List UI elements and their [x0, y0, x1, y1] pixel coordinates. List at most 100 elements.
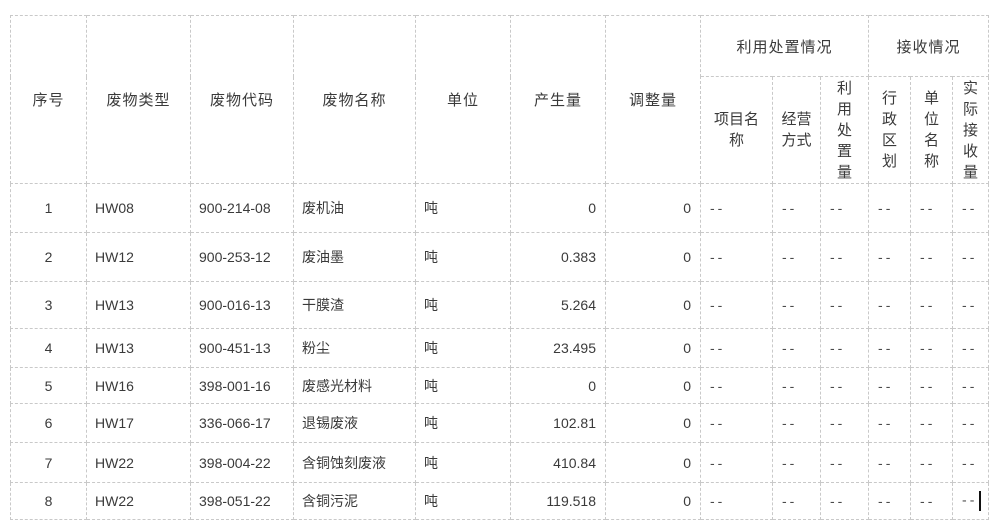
- cell-seq: 3: [10, 281, 87, 329]
- cell-operation-mode: --: [772, 482, 821, 520]
- cell-adjusted: 0: [605, 183, 701, 233]
- cell-produced: 0: [510, 183, 606, 233]
- cell-waste-type: HW08: [86, 183, 191, 233]
- table-row: 1 HW08 900-214-08 废机油 吨 0 0 -- -- -- -- …: [10, 183, 990, 233]
- cell-adjusted: 0: [605, 482, 701, 520]
- cell-unit-name: --: [910, 367, 954, 404]
- col-header-unit-name: 单 位 名 称: [910, 76, 954, 184]
- col-header-unit: 单位: [415, 15, 511, 184]
- cell-actual-received: --: [952, 232, 990, 282]
- cell-operation-mode: --: [772, 328, 821, 368]
- cell-admin-region: --: [868, 232, 912, 282]
- cell-unit-name: --: [910, 442, 954, 483]
- cell-project-name: --: [700, 482, 773, 520]
- table-row: 6 HW17 336-066-17 退锡废液 吨 102.81 0 -- -- …: [10, 403, 990, 443]
- table-row: 8 HW22 398-051-22 含铜污泥 吨 119.518 0 -- --…: [10, 482, 990, 520]
- cell-waste-code: 900-253-12: [190, 232, 294, 282]
- col-header-operation-mode: 经营 方式: [772, 76, 821, 184]
- cell-project-name: --: [700, 367, 773, 404]
- cell-waste-name: 废油墨: [293, 232, 416, 282]
- cell-waste-code: 398-001-16: [190, 367, 294, 404]
- cell-produced: 0.383: [510, 232, 606, 282]
- cell-unit-name: --: [910, 328, 954, 368]
- cell-produced: 23.495: [510, 328, 606, 368]
- cell-project-name: --: [700, 442, 773, 483]
- cell-seq: 6: [10, 403, 87, 443]
- cell-waste-name: 含铜污泥: [293, 482, 416, 520]
- cell-waste-type: HW16: [86, 367, 191, 404]
- cell-admin-region: --: [868, 403, 912, 443]
- cell-unit: 吨: [415, 367, 511, 404]
- cell-operation-mode: --: [772, 442, 821, 483]
- cell-disposal-amount: --: [819, 367, 870, 404]
- cell-disposal-amount: --: [819, 232, 870, 282]
- cell-unit-name: --: [910, 281, 954, 329]
- cell-project-name: --: [700, 232, 773, 282]
- text-cursor: [979, 491, 982, 511]
- group-header-receiving: 接收情况: [868, 15, 990, 77]
- cell-waste-name: 废机油: [293, 183, 416, 233]
- cell-adjusted: 0: [605, 367, 701, 404]
- table-row: 2 HW12 900-253-12 废油墨 吨 0.383 0 -- -- --…: [10, 232, 990, 282]
- col-header-actual-received: 实 际 接 收 量: [952, 76, 990, 184]
- table-header: 序号 废物类型 废物代码 废物名称 单位 产生量 调整量 利用处置情况 接收情况…: [10, 15, 990, 184]
- col-header-waste-type: 废物类型: [86, 15, 191, 184]
- cell-produced: 119.518: [510, 482, 606, 520]
- waste-table: 序号 废物类型 废物代码 废物名称 单位 产生量 调整量 利用处置情况 接收情况…: [10, 15, 990, 520]
- cell-unit: 吨: [415, 442, 511, 483]
- cell-waste-code: 398-004-22: [190, 442, 294, 483]
- cell-admin-region: --: [868, 183, 912, 233]
- cell-actual-received: --: [952, 281, 990, 329]
- cell-unit-name: --: [910, 232, 954, 282]
- cell-operation-mode: --: [772, 403, 821, 443]
- cell-waste-name: 干膜渣: [293, 281, 416, 329]
- col-header-produced: 产生量: [510, 15, 606, 184]
- cell-unit: 吨: [415, 183, 511, 233]
- cell-waste-code: 900-451-13: [190, 328, 294, 368]
- cell-seq: 5: [10, 367, 87, 404]
- col-header-project-name: 项目名 称: [700, 76, 773, 184]
- cell-waste-code: 900-016-13: [190, 281, 294, 329]
- col-header-disposal-amount: 利 用 处 置 量: [819, 76, 870, 184]
- cell-unit: 吨: [415, 281, 511, 329]
- cell-operation-mode: --: [772, 367, 821, 404]
- cell-waste-name: 粉尘: [293, 328, 416, 368]
- table-row: 7 HW22 398-004-22 含铜蚀刻废液 吨 410.84 0 -- -…: [10, 442, 990, 483]
- cell-seq: 1: [10, 183, 87, 233]
- cell-actual-received[interactable]: --: [952, 482, 990, 520]
- cell-unit-name: --: [910, 482, 954, 520]
- cell-unit: 吨: [415, 328, 511, 368]
- cell-produced: 102.81: [510, 403, 606, 443]
- cell-project-name: --: [700, 281, 773, 329]
- cell-actual-received: --: [952, 183, 990, 233]
- cell-admin-region: --: [868, 482, 912, 520]
- col-header-waste-code: 废物代码: [190, 15, 294, 184]
- cell-unit: 吨: [415, 403, 511, 443]
- cell-project-name: --: [700, 403, 773, 443]
- cell-unit-name: --: [910, 183, 954, 233]
- cell-waste-type: HW22: [86, 442, 191, 483]
- cell-waste-type: HW13: [86, 281, 191, 329]
- cell-unit: 吨: [415, 232, 511, 282]
- table-body: 1 HW08 900-214-08 废机油 吨 0 0 -- -- -- -- …: [10, 183, 990, 520]
- cell-seq: 7: [10, 442, 87, 483]
- cell-waste-code: 398-051-22: [190, 482, 294, 520]
- cell-waste-type: HW12: [86, 232, 191, 282]
- cell-disposal-amount: --: [819, 281, 870, 329]
- cell-disposal-amount: --: [819, 183, 870, 233]
- cell-seq: 8: [10, 482, 87, 520]
- cell-disposal-amount: --: [819, 328, 870, 368]
- cell-operation-mode: --: [772, 183, 821, 233]
- cell-waste-code: 336-066-17: [190, 403, 294, 443]
- cell-produced: 0: [510, 367, 606, 404]
- col-header-admin-region: 行 政 区 划: [868, 76, 912, 184]
- cell-adjusted: 0: [605, 232, 701, 282]
- cell-produced: 5.264: [510, 281, 606, 329]
- cell-operation-mode: --: [772, 232, 821, 282]
- cell-unit-name: --: [910, 403, 954, 443]
- col-header-adjusted: 调整量: [605, 15, 701, 184]
- col-header-waste-name: 废物名称: [293, 15, 416, 184]
- table-row: 4 HW13 900-451-13 粉尘 吨 23.495 0 -- -- --…: [10, 328, 990, 368]
- cell-waste-type: HW13: [86, 328, 191, 368]
